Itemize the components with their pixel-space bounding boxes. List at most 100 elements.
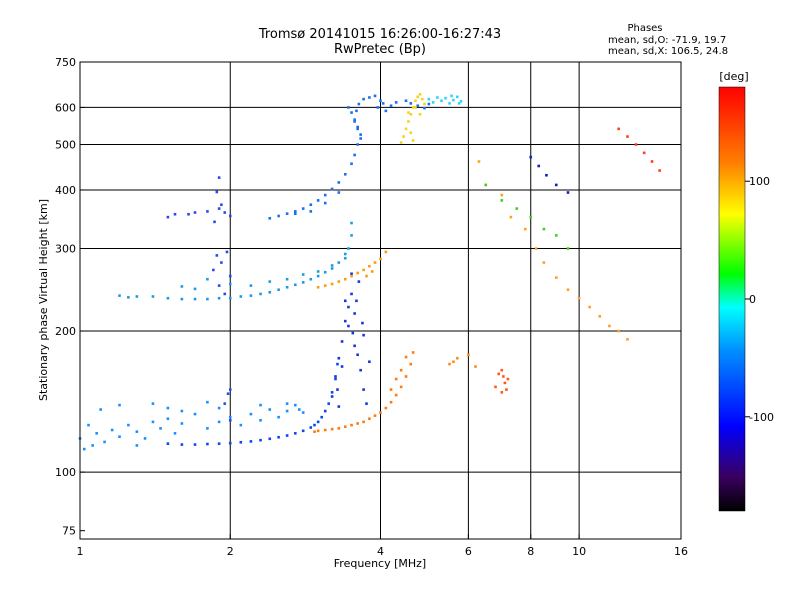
data-point — [127, 423, 130, 427]
data-point — [334, 375, 337, 378]
data-point — [217, 442, 221, 445]
data-point — [316, 270, 320, 273]
data-point — [228, 282, 232, 286]
data-point — [343, 425, 347, 429]
data-point — [368, 360, 371, 364]
data-point — [228, 415, 232, 419]
data-point — [337, 280, 341, 283]
data-point — [217, 284, 221, 287]
data-point — [226, 392, 230, 396]
data-point — [340, 340, 344, 343]
data-point — [268, 437, 272, 441]
colorbar-tick-label: -100 — [749, 411, 774, 424]
data-point — [301, 273, 305, 276]
data-point — [316, 420, 320, 424]
data-point — [309, 203, 313, 207]
data-point — [316, 199, 320, 202]
data-point — [350, 162, 353, 166]
x-tick-label: 1 — [77, 545, 84, 558]
data-point — [455, 95, 459, 99]
data-point — [350, 423, 353, 427]
data-point — [356, 125, 359, 129]
data-point — [373, 414, 377, 417]
phases-heading: Phases — [627, 23, 662, 34]
data-point — [350, 221, 353, 225]
data-point — [566, 288, 570, 292]
data-point — [213, 220, 216, 224]
data-point — [193, 287, 197, 291]
data-point — [135, 444, 139, 447]
data-point — [118, 403, 121, 407]
data-point — [309, 277, 313, 281]
data-point — [309, 210, 313, 213]
data-point — [166, 215, 170, 219]
data-point — [477, 160, 481, 163]
data-point — [249, 284, 253, 287]
data-point — [95, 432, 98, 435]
data-point — [368, 264, 371, 268]
grid-layer — [80, 62, 681, 539]
data-point — [223, 211, 227, 214]
y-tick-label: 500 — [55, 139, 76, 152]
data-point — [180, 443, 184, 446]
data-point — [356, 422, 359, 425]
data-point — [301, 411, 305, 414]
data-point — [347, 324, 350, 328]
data-point — [353, 312, 356, 315]
data-point — [166, 417, 170, 421]
data-point — [467, 353, 470, 357]
data-point — [330, 264, 334, 267]
data-point — [452, 360, 455, 364]
data-point — [268, 280, 272, 283]
data-point — [259, 403, 262, 407]
data-point — [399, 368, 403, 372]
data-point — [650, 160, 654, 163]
data-point — [297, 408, 301, 411]
data-point — [327, 402, 331, 405]
data-point — [206, 427, 209, 430]
data-point — [103, 440, 106, 444]
colorbar-tick-label: 0 — [749, 293, 756, 306]
data-point — [350, 274, 353, 278]
data-point — [180, 297, 184, 301]
data-point — [217, 176, 221, 179]
data-point — [427, 97, 431, 101]
data-point — [206, 210, 209, 213]
data-point — [180, 409, 184, 413]
x-tick-label: 10 — [572, 545, 586, 558]
data-point — [617, 329, 620, 333]
data-point — [658, 169, 661, 172]
data-point — [301, 429, 305, 433]
data-point — [497, 372, 500, 376]
data-point — [151, 295, 155, 298]
data-point — [228, 214, 232, 218]
data-point — [448, 362, 451, 366]
data-point — [330, 267, 334, 270]
data-point — [343, 256, 347, 260]
data-point — [159, 427, 162, 430]
data-point — [407, 111, 410, 114]
data-point — [268, 408, 272, 411]
phases-x-stats: mean, sd,X: 106.5, 24.8 — [608, 46, 728, 57]
data-point — [500, 368, 504, 372]
data-point — [99, 408, 102, 411]
data-point — [389, 104, 393, 108]
data-point — [249, 440, 253, 443]
data-point — [193, 211, 197, 214]
data-point — [316, 274, 320, 278]
data-point — [285, 402, 289, 405]
data-point — [110, 428, 114, 432]
data-point — [365, 274, 368, 278]
data-point — [411, 351, 415, 354]
data-point — [301, 281, 305, 284]
data-point — [323, 201, 327, 205]
data-point — [294, 283, 297, 287]
data-point — [239, 423, 243, 427]
data-point — [409, 131, 413, 134]
data-point — [634, 143, 638, 146]
data-point — [323, 409, 327, 413]
data-point — [381, 102, 385, 105]
data-point — [505, 388, 508, 391]
data-point — [118, 294, 121, 297]
